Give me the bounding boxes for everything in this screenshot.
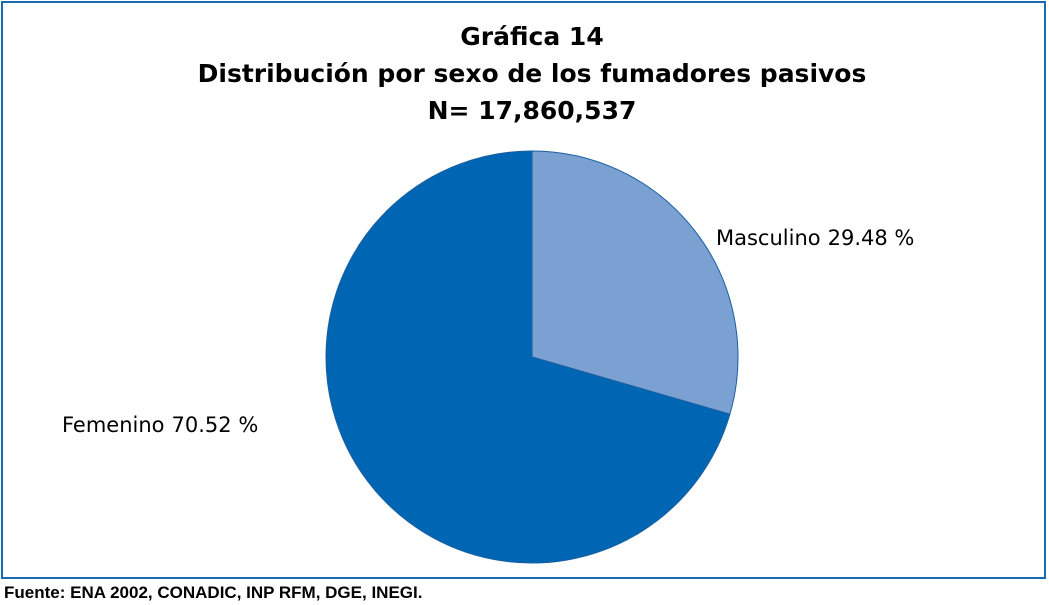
category-label: Masculino [716,226,821,250]
data-label: Femenino 70.52 % [62,413,258,437]
chart-title: N= 17,860,537 [428,96,637,125]
category-label: Femenino [62,413,165,437]
value-label: 29.48 % [828,226,915,250]
chart-title: Distribución por sexo de los fumadores p… [198,59,867,88]
source: Fuente: ENA 2002, CONADIC, INP RFM, DGE,… [4,583,422,602]
pie-slice [531,150,739,415]
pie-slice [325,150,731,564]
chart-title: Gráfica 14 [460,22,603,51]
value-label: 70.52 % [172,413,259,437]
data-label: Masculino 29.48 % [716,226,914,250]
